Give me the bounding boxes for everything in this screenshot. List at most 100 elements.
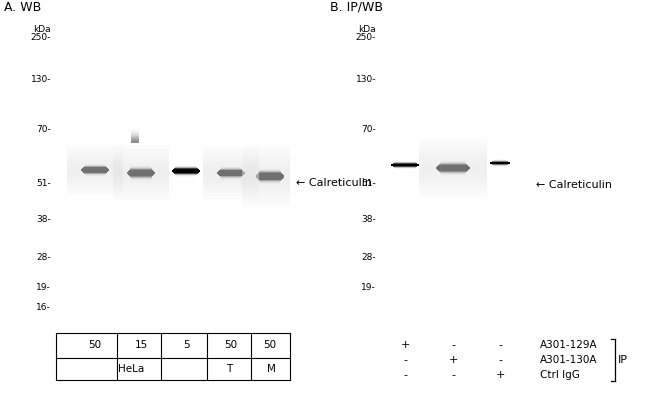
- Bar: [419, 189, 487, 190]
- Bar: [242, 191, 298, 192]
- Bar: [113, 191, 169, 193]
- Bar: [419, 186, 487, 188]
- Text: kDa: kDa: [358, 25, 376, 34]
- Text: A301-130A: A301-130A: [540, 355, 597, 365]
- Bar: [67, 178, 123, 180]
- Bar: [419, 171, 487, 172]
- Bar: [242, 192, 298, 194]
- Bar: [203, 161, 259, 163]
- Bar: [203, 152, 259, 154]
- Bar: [203, 159, 259, 160]
- Bar: [436, 168, 470, 169]
- Bar: [203, 192, 259, 194]
- Bar: [221, 179, 241, 180]
- Bar: [203, 187, 259, 189]
- Bar: [419, 174, 487, 175]
- Text: B. IP/WB: B. IP/WB: [330, 1, 383, 14]
- Bar: [113, 150, 169, 152]
- Bar: [67, 189, 123, 190]
- Bar: [82, 168, 108, 169]
- Bar: [131, 132, 139, 133]
- Bar: [113, 170, 169, 172]
- Bar: [67, 160, 123, 162]
- Bar: [67, 177, 123, 178]
- Bar: [242, 180, 298, 182]
- Bar: [113, 177, 169, 179]
- Bar: [221, 178, 241, 179]
- Bar: [203, 163, 259, 164]
- Bar: [131, 179, 151, 180]
- Bar: [419, 185, 487, 186]
- Bar: [419, 144, 487, 146]
- Bar: [67, 157, 123, 158]
- Bar: [221, 167, 241, 168]
- Bar: [419, 155, 487, 157]
- Bar: [113, 160, 169, 162]
- Bar: [258, 178, 282, 179]
- Bar: [113, 168, 169, 169]
- Bar: [113, 197, 169, 198]
- Bar: [257, 174, 283, 175]
- Bar: [419, 160, 487, 161]
- Text: ← Calreticulin: ← Calreticulin: [296, 178, 372, 188]
- Bar: [67, 153, 123, 154]
- Bar: [131, 137, 139, 138]
- Bar: [260, 182, 280, 183]
- Bar: [131, 130, 139, 131]
- Bar: [260, 169, 280, 170]
- Bar: [218, 174, 244, 175]
- Bar: [419, 146, 487, 147]
- Bar: [419, 168, 487, 170]
- Bar: [219, 175, 243, 176]
- Bar: [242, 197, 298, 198]
- Bar: [441, 162, 465, 163]
- Bar: [81, 169, 109, 170]
- Bar: [419, 181, 487, 182]
- Bar: [128, 174, 154, 175]
- Text: IP: IP: [618, 355, 628, 365]
- Bar: [129, 170, 153, 171]
- Bar: [113, 186, 169, 187]
- Bar: [437, 166, 469, 167]
- Bar: [127, 172, 155, 173]
- Bar: [83, 172, 107, 173]
- Bar: [67, 171, 123, 172]
- Text: 16-: 16-: [36, 302, 51, 312]
- Bar: [203, 164, 259, 165]
- Bar: [419, 170, 487, 171]
- Text: +: +: [400, 340, 410, 350]
- Bar: [67, 163, 123, 164]
- Bar: [203, 198, 259, 199]
- Bar: [131, 140, 139, 141]
- Bar: [67, 172, 123, 174]
- Bar: [113, 162, 169, 163]
- Bar: [67, 174, 123, 175]
- Bar: [131, 126, 139, 127]
- Bar: [131, 134, 139, 135]
- Bar: [131, 125, 139, 126]
- Text: -: -: [403, 355, 407, 365]
- Bar: [242, 198, 298, 200]
- Bar: [67, 152, 123, 153]
- Bar: [242, 182, 298, 184]
- Bar: [203, 151, 259, 152]
- Bar: [419, 165, 487, 167]
- Bar: [242, 161, 298, 162]
- Bar: [419, 143, 487, 144]
- Bar: [203, 154, 259, 155]
- Bar: [242, 179, 298, 180]
- Bar: [131, 133, 139, 134]
- Bar: [419, 175, 487, 176]
- Text: 130-: 130-: [31, 75, 51, 85]
- Bar: [218, 171, 244, 172]
- Bar: [203, 184, 259, 185]
- Text: -: -: [451, 370, 455, 380]
- Bar: [419, 152, 487, 154]
- Bar: [113, 165, 169, 166]
- Bar: [438, 165, 468, 166]
- Bar: [113, 166, 169, 168]
- Bar: [419, 192, 487, 193]
- Bar: [242, 173, 298, 174]
- Bar: [129, 175, 153, 176]
- Bar: [419, 161, 487, 162]
